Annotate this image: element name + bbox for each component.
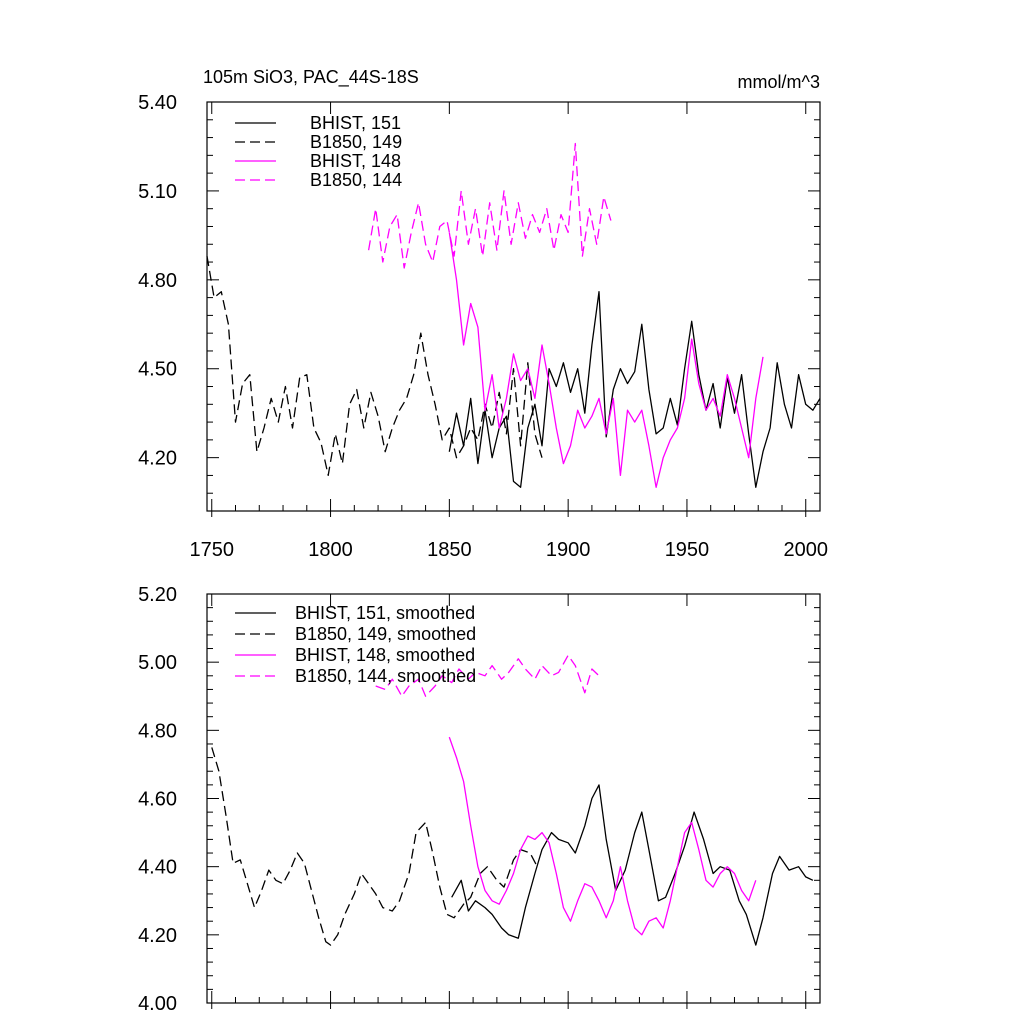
y-tick-label: 5.20 bbox=[138, 584, 177, 606]
legend-label: B1850, 149 bbox=[310, 132, 402, 152]
legend-label: B1850, 144, smoothed bbox=[295, 666, 476, 686]
y-tick-label: 4.60 bbox=[138, 789, 177, 811]
series-line-4 bbox=[375, 654, 600, 697]
legend-label: BHIST, 148 bbox=[310, 151, 401, 171]
legend-label: BHIST, 148, smoothed bbox=[295, 645, 475, 665]
y-tick-label: 4.40 bbox=[138, 857, 177, 879]
y-tick-label: 5.10 bbox=[138, 181, 177, 203]
x-tick-label: 1850 bbox=[427, 539, 472, 561]
series-line-1 bbox=[451, 784, 814, 946]
legend-label: BHIST, 151, smoothed bbox=[295, 603, 475, 623]
y-tick-label: 4.20 bbox=[138, 925, 177, 947]
y-tick-label: 5.40 bbox=[138, 92, 177, 114]
legend-label: BHIST, 151 bbox=[310, 113, 401, 133]
x-tick-label: 1800 bbox=[308, 539, 353, 561]
top-panel: 4.20 4.50 4.80 5.10 5.40 1750 1800 1850 1900 1950… bbox=[138, 92, 828, 561]
y-tick-label: 4.00 bbox=[138, 993, 177, 1015]
x-tick-label: 2000 bbox=[783, 539, 828, 561]
legend-label: B1850, 149, smoothed bbox=[295, 624, 476, 644]
y-tick-label: 5.00 bbox=[138, 652, 177, 674]
chart-title: 105m SiO3, PAC_44S-18S bbox=[203, 67, 419, 88]
chart-units: mmol/m^3 bbox=[738, 72, 820, 92]
series-line-3 bbox=[448, 736, 757, 936]
plot-frame bbox=[206, 101, 821, 512]
x-tick-label: 1750 bbox=[190, 539, 235, 561]
series-line-1 bbox=[448, 291, 821, 488]
series-line-2 bbox=[206, 255, 543, 477]
y-tick-label: 4.80 bbox=[138, 720, 177, 742]
series-line-3 bbox=[448, 232, 764, 488]
series-line-2 bbox=[211, 747, 538, 946]
x-tick-label: 1900 bbox=[546, 539, 591, 561]
series-line-4 bbox=[367, 142, 612, 269]
bottom-panel: 4.00 4.20 4.40 4.60 4.80 5.00 5.20 BHIST, 151, … bbox=[138, 584, 821, 1015]
y-tick-label: 4.20 bbox=[138, 448, 177, 470]
y-tick-label: 4.80 bbox=[138, 270, 177, 292]
y-tick-label: 4.50 bbox=[138, 359, 177, 381]
legend-label: B1850, 144 bbox=[310, 170, 402, 190]
x-tick-label: 1950 bbox=[665, 539, 710, 561]
